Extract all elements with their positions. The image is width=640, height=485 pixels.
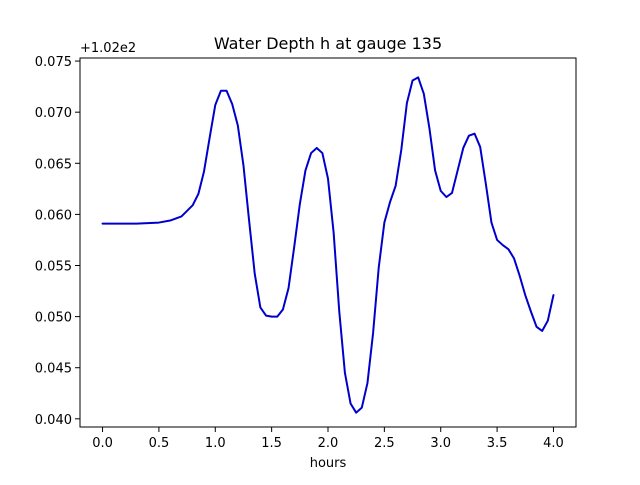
y-tick-label: 0.055 — [35, 259, 72, 274]
y-tick-label: 0.070 — [35, 106, 72, 121]
y-tick-label: 0.075 — [35, 55, 72, 70]
x-tick-label: 1.0 — [205, 436, 226, 451]
x-tick-label: 1.5 — [261, 436, 282, 451]
x-axis-label: hours — [310, 456, 347, 471]
x-tick-label: 2.0 — [318, 436, 339, 451]
x-tick-label: 0.0 — [92, 436, 113, 451]
y-tick-label: 0.045 — [35, 362, 72, 377]
chart-title: Water Depth h at gauge 135 — [214, 34, 442, 53]
x-tick-label: 3.5 — [487, 436, 508, 451]
plot-area — [101, 76, 555, 414]
y-tick-label: 0.040 — [35, 413, 72, 428]
y-tick-label: 0.065 — [35, 157, 72, 172]
series-line-0 — [101, 76, 555, 414]
x-tick-label: 2.5 — [374, 436, 395, 451]
y-tick-label: 0.060 — [35, 208, 72, 223]
y-axis-offset-label: +1.02e2 — [80, 41, 136, 56]
y-tick-label: 0.050 — [35, 311, 72, 326]
x-tick-label: 4.0 — [543, 436, 564, 451]
x-tick-label: 3.0 — [430, 436, 451, 451]
axes: 0.0 0.5 1.0 1.5 2.0 2.5 3.0 3.5 4.0 0.040 0.045 0.0… — [35, 55, 577, 451]
x-tick-label: 0.5 — [149, 436, 170, 451]
